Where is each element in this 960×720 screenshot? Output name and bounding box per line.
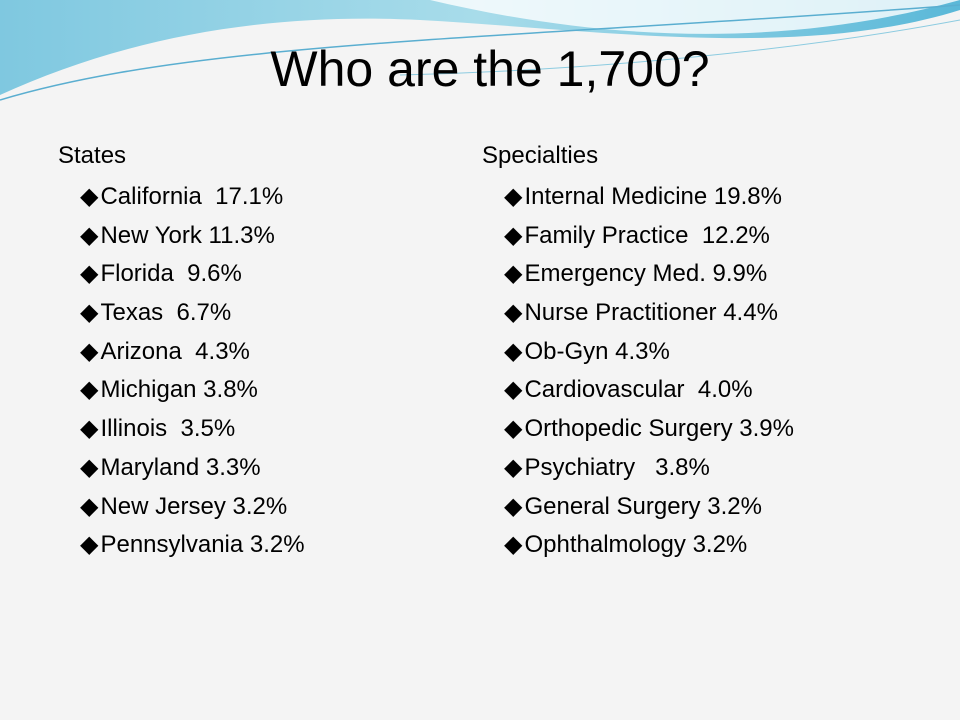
bullet-item: Pennsylvania 3.2% [58, 526, 304, 565]
bullet-item: Illinois 3.5% [58, 410, 305, 449]
bullet-item: Emergency Med. 9.9% [482, 255, 794, 294]
bullet-item: Ob-Gyn 4.3% [482, 333, 794, 372]
bullet-item: Psychiatry 3.8% [482, 449, 794, 488]
column-heading: States [58, 142, 127, 169]
bullet-item: Maryland 3.3% [58, 449, 305, 488]
column: States California 17.1%New York 11.3%Flor… [58, 140, 305, 565]
title: Who are the 1,700? [270, 41, 710, 97]
bullet-item: Family Practice 12.2% [482, 217, 794, 256]
header-waves [0, 0, 960, 101]
bullet-item: California 17.1% [58, 178, 305, 217]
bullet-item: New Jersey 3.2% [58, 488, 305, 527]
bullet-item: Internal Medicine 19.8% [482, 178, 794, 217]
column: Specialties Internal Medicine 19.8%Family… [482, 140, 794, 565]
bullet-item: Texas 6.7% [58, 294, 305, 333]
bullet-item: Orthopedic Surgery 3.9% [482, 410, 793, 449]
bullet-item: Ophthalmology 3.2% [482, 526, 794, 565]
column-heading: Specialties [482, 142, 599, 169]
bullet-item: Arizona 4.3% [58, 333, 305, 372]
bullet-item: Florida 9.6% [58, 255, 305, 294]
bullet-item: New York 11.3% [58, 217, 305, 256]
bullet-item: Nurse Practitioner 4.4% [482, 294, 794, 333]
bullet-item: Cardiovascular 4.0% [482, 371, 794, 410]
bullet-item: General Surgery 3.2% [482, 488, 794, 527]
bullet-item: Michigan 3.8% [58, 371, 305, 410]
